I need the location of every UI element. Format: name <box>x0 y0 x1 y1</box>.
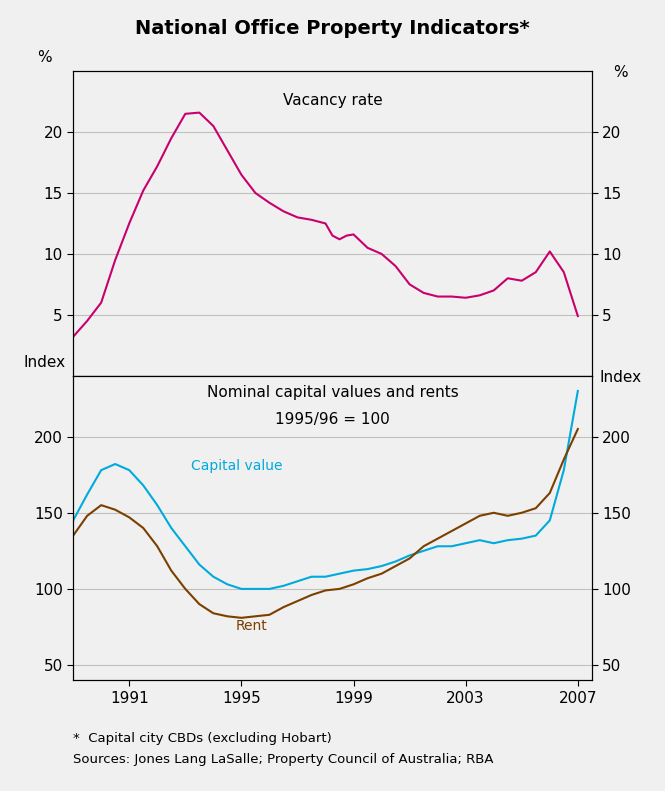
Text: Sources: Jones Lang LaSalle; Property Council of Australia; RBA: Sources: Jones Lang LaSalle; Property Co… <box>73 753 493 766</box>
Text: National Office Property Indicators*: National Office Property Indicators* <box>135 19 530 38</box>
Text: Capital value: Capital value <box>191 459 283 473</box>
Text: 1995/96 = 100: 1995/96 = 100 <box>275 412 390 427</box>
Text: Nominal capital values and rents: Nominal capital values and rents <box>207 385 458 400</box>
Y-axis label: Index: Index <box>23 354 66 369</box>
Text: *  Capital city CBDs (excluding Hobart): * Capital city CBDs (excluding Hobart) <box>73 732 332 744</box>
Text: Rent: Rent <box>236 619 267 633</box>
Text: Vacancy rate: Vacancy rate <box>283 93 382 108</box>
Y-axis label: Index: Index <box>599 369 642 384</box>
Y-axis label: %: % <box>37 50 52 65</box>
Y-axis label: %: % <box>613 65 628 80</box>
